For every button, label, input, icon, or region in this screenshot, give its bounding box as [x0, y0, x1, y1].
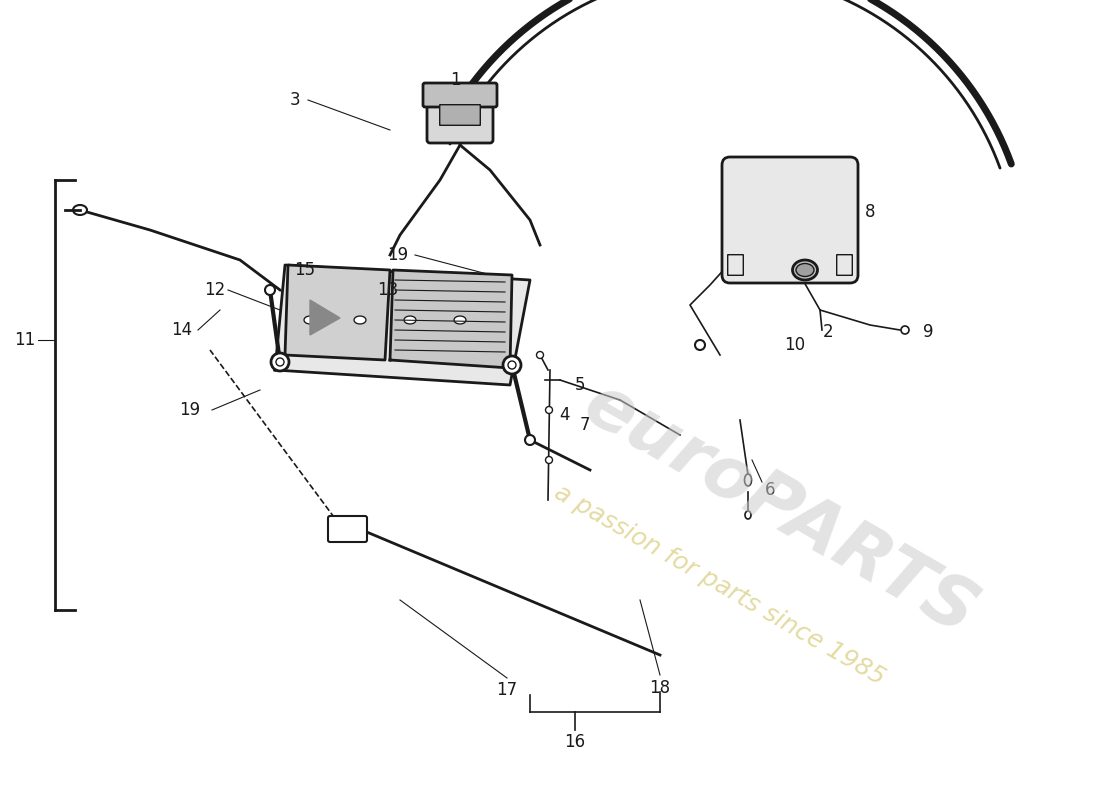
FancyBboxPatch shape: [424, 83, 497, 107]
Text: 10: 10: [784, 336, 805, 354]
Text: euroPARTS: euroPARTS: [572, 370, 989, 650]
FancyBboxPatch shape: [427, 102, 493, 143]
Text: 15: 15: [295, 261, 316, 279]
Ellipse shape: [454, 316, 466, 324]
Ellipse shape: [796, 263, 814, 277]
Text: 19: 19: [387, 246, 408, 264]
Ellipse shape: [695, 340, 705, 350]
Text: 8: 8: [865, 203, 876, 221]
Text: 17: 17: [496, 681, 518, 699]
FancyBboxPatch shape: [722, 157, 858, 283]
Ellipse shape: [304, 316, 316, 324]
Text: 16: 16: [564, 733, 585, 751]
Ellipse shape: [508, 361, 516, 369]
Text: 4: 4: [560, 406, 570, 424]
Text: 18: 18: [649, 679, 671, 697]
Text: 11: 11: [14, 331, 35, 349]
Polygon shape: [275, 265, 530, 385]
Polygon shape: [310, 300, 340, 335]
Ellipse shape: [265, 285, 275, 295]
Ellipse shape: [546, 457, 552, 463]
FancyBboxPatch shape: [837, 254, 852, 275]
Text: 1: 1: [450, 71, 460, 89]
Text: 19: 19: [179, 401, 200, 419]
Text: 5: 5: [574, 376, 585, 394]
Polygon shape: [390, 270, 512, 368]
Ellipse shape: [503, 356, 521, 374]
Ellipse shape: [73, 205, 87, 215]
Text: 9: 9: [923, 323, 933, 341]
Ellipse shape: [546, 406, 552, 414]
Text: 13: 13: [377, 281, 398, 299]
Ellipse shape: [745, 511, 751, 519]
Ellipse shape: [792, 260, 817, 280]
Text: a passion for parts since 1985: a passion for parts since 1985: [550, 480, 890, 690]
Ellipse shape: [276, 358, 284, 366]
Text: 12: 12: [205, 281, 225, 299]
Text: 2: 2: [823, 323, 834, 341]
Ellipse shape: [745, 474, 751, 486]
Ellipse shape: [525, 435, 535, 445]
Text: 3: 3: [289, 91, 300, 109]
Ellipse shape: [271, 353, 289, 371]
Polygon shape: [285, 265, 390, 360]
Text: 6: 6: [764, 481, 776, 499]
Ellipse shape: [354, 316, 366, 324]
Text: 14: 14: [172, 321, 192, 339]
FancyBboxPatch shape: [440, 105, 481, 126]
Ellipse shape: [537, 351, 543, 358]
FancyBboxPatch shape: [728, 254, 744, 275]
FancyBboxPatch shape: [328, 516, 367, 542]
Ellipse shape: [404, 316, 416, 324]
Text: 7: 7: [580, 416, 591, 434]
Ellipse shape: [901, 326, 909, 334]
